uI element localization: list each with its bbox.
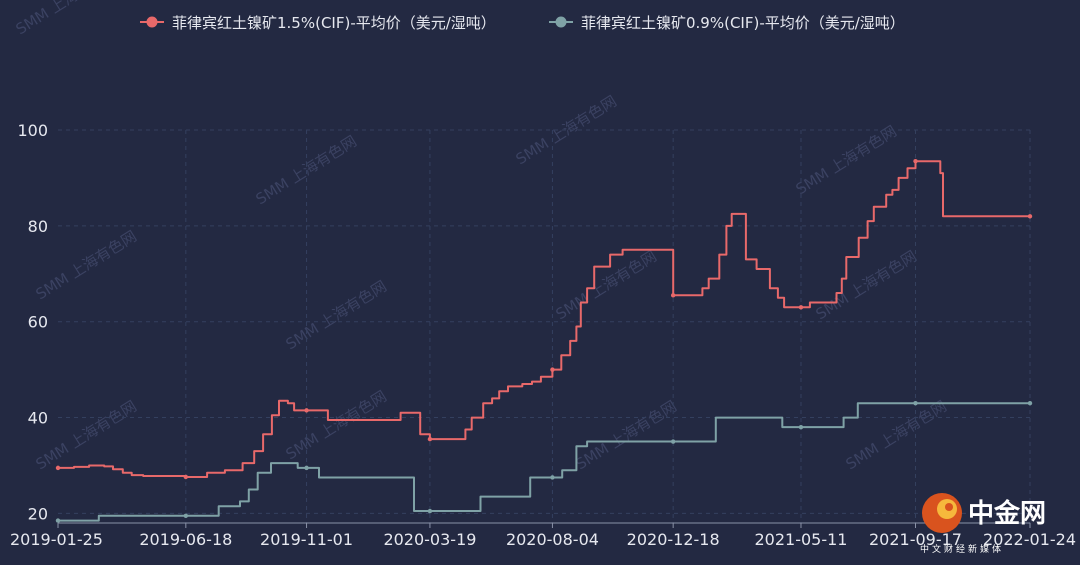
data-point [913,400,918,406]
y-tick-label: 60 [28,313,48,332]
legend-label: 菲律宾红土镍矿1.5%(CIF)-平均价（美元/湿吨） [172,14,496,32]
x-tick-label: 2020-12-18 [627,530,720,549]
legend-item-1[interactable]: 菲律宾红土镍矿1.5%(CIF)-平均价（美元/湿吨） [140,14,496,32]
watermark-text: SMM 上海有色网 [553,247,660,323]
data-point [798,305,804,310]
x-tick-label: 2019-11-01 [260,530,353,549]
watermark-text: SMM 上海有色网 [573,397,680,473]
y-tick-label: 20 [28,504,48,523]
data-point [427,436,433,442]
legend-item-2[interactable]: 菲律宾红土镍矿0.9%(CIF)-平均价（美元/湿吨） [549,14,905,32]
legend-label: 菲律宾红土镍矿0.9%(CIF)-平均价（美元/湿吨） [581,14,905,32]
x-tick-label: 2021-09-17 [869,530,962,549]
grid-layer [58,129,1031,523]
data-point [550,475,555,480]
logo-text: 中金网 [968,498,1046,529]
x-tick-label: 2022-01-24 [983,530,1076,549]
series-line-1 [58,160,1030,478]
data-point [1027,400,1033,406]
watermark-layer: SMM 上海有色网 SMM 上海有色网 SMM 上海有色网 SMM 上海有色网 SMM … [13,0,950,473]
legend-marker [146,16,158,28]
data-point [55,465,61,471]
legend[interactable]: 菲律宾红土镍矿1.5%(CIF)-平均价（美元/湿吨） 菲律宾红土镍矿0.9%(C… [140,14,905,32]
logo-dot [945,503,953,511]
x-tick-label: 2021-05-11 [754,530,847,549]
data-point [427,508,433,514]
data-point [55,518,61,523]
series-layer [55,158,1033,523]
axes-layer: 20 40 60 80 100 2019-01-25 2019-06-18 2019-11-0… [10,121,1076,549]
watermark-text: SMM 上海有色网 [283,387,390,463]
data-point [304,408,309,413]
data-point [1027,214,1033,219]
y-tick-label: 100 [17,121,48,140]
watermark-text: SMM 上海有色网 [813,247,920,323]
legend-marker [555,16,567,28]
watermark-text: SMM 上海有色网 [13,0,120,38]
x-tick-label: 2019-06-18 [139,530,232,549]
series-line-2 [58,402,1030,522]
data-point [670,439,676,444]
x-tick-label: 2020-08-04 [506,530,599,549]
data-point [304,465,309,471]
watermark-text: SMM 上海有色网 [33,227,140,303]
y-tick-label: 40 [28,409,48,428]
data-point [183,474,189,480]
x-tick-label: 2019-01-25 [10,530,103,549]
data-point [798,424,804,430]
data-point [670,293,676,298]
data-point [550,367,555,372]
x-tick-label: 2020-03-19 [383,530,476,549]
watermark-text: SMM 上海有色网 [283,277,390,353]
logo-badge-icon [922,493,962,533]
y-tick-label: 80 [28,217,48,236]
watermark-text: SMM 上海有色网 [33,397,140,473]
watermark-text: SMM 上海有色网 [793,122,900,198]
data-point [183,513,189,519]
logo-subtitle: 中文财经新媒体 [920,543,1004,555]
data-point [913,158,918,164]
